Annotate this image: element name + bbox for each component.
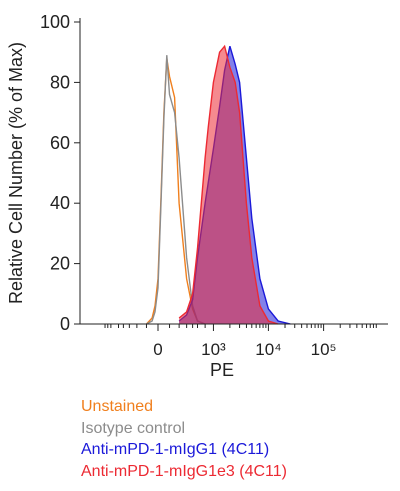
legend-item-2: Anti-mPD-1-mIgG1 (4C11) <box>81 441 270 458</box>
x-axis-title: PE <box>210 360 234 380</box>
series-line-3 <box>178 44 279 325</box>
series-fill-3 <box>179 46 279 324</box>
x-tick-label-3: 10⁵ <box>311 340 337 359</box>
x-tick-label-1: 10³ <box>201 340 226 359</box>
y-tick-label-2: 40 <box>50 193 70 213</box>
legend-item-0: Unstained <box>81 398 154 415</box>
legend-item-3: Anti-mPD-1-mIgG1e3 (4C11) <box>81 462 287 480</box>
legend: Unstained Isotype control Anti-mPD-1-mIgG1… <box>81 396 287 482</box>
legend-item-1: Isotype control <box>81 419 186 437</box>
y-tick-label-3: 60 <box>50 133 70 153</box>
x-tick-label-0: 0 <box>153 340 162 359</box>
x-tick-label-2: 10⁴ <box>255 340 281 359</box>
y-tick-label-1: 20 <box>50 254 70 274</box>
y-tick-label-5: 100 <box>40 12 70 32</box>
y-axis-title: Relative Cell Number (% of Max) <box>6 42 26 304</box>
y-tick-label-0: 0 <box>60 314 70 334</box>
y-tick-label-4: 80 <box>50 72 70 92</box>
